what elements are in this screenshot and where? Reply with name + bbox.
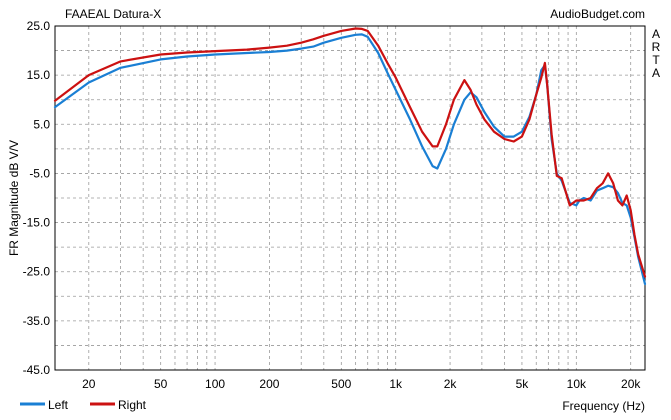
x-tick-label: 20 bbox=[82, 377, 96, 391]
y-tick-label: 5.0 bbox=[33, 117, 50, 131]
x-tick-label: 5k bbox=[516, 377, 530, 391]
legend-right-label: Right bbox=[118, 398, 147, 412]
y-tick-labels: 25.0 15.0 5.0 -5.0 -15.0 -25.0 -35.0 -45.0 bbox=[23, 19, 51, 377]
plot-frame bbox=[54, 25, 646, 371]
x-tick-label: 100 bbox=[205, 377, 225, 391]
y-tick-label: -5.0 bbox=[29, 166, 50, 180]
y-tick-label: 15.0 bbox=[27, 68, 51, 82]
series-line-left bbox=[53, 33, 647, 286]
y-tick-label: -15.0 bbox=[23, 216, 51, 230]
legend-left-label: Left bbox=[48, 398, 69, 412]
grid bbox=[55, 26, 645, 370]
source-label: AudioBudget.com bbox=[550, 7, 645, 21]
x-tick-label: 2k bbox=[444, 377, 458, 391]
legend: Left Right bbox=[20, 398, 147, 412]
y-axis-label: FR Magnitude dB V/V bbox=[7, 140, 21, 256]
x-tick-label: 10k bbox=[567, 377, 587, 391]
y-tick-label: -25.0 bbox=[23, 265, 51, 279]
y-tick-label: -45.0 bbox=[23, 363, 51, 377]
x-tick-labels: 20 50 100 200 500 1k 2k 5k 10k 20k bbox=[82, 377, 641, 391]
y-tick-label: 25.0 bbox=[27, 19, 51, 33]
x-tick-label: 200 bbox=[259, 377, 279, 391]
series-line-right bbox=[53, 27, 647, 278]
series-group bbox=[53, 27, 647, 286]
x-tick-label: 20k bbox=[621, 377, 641, 391]
chart-title: FAAEAL Datura-X bbox=[65, 7, 161, 21]
y-tick-label: -35.0 bbox=[23, 314, 51, 328]
x-tick-label: 500 bbox=[331, 377, 351, 391]
x-axis-label: Frequency (Hz) bbox=[562, 399, 645, 413]
x-tick-label: 1k bbox=[389, 377, 403, 391]
x-tick-label: 50 bbox=[154, 377, 168, 391]
